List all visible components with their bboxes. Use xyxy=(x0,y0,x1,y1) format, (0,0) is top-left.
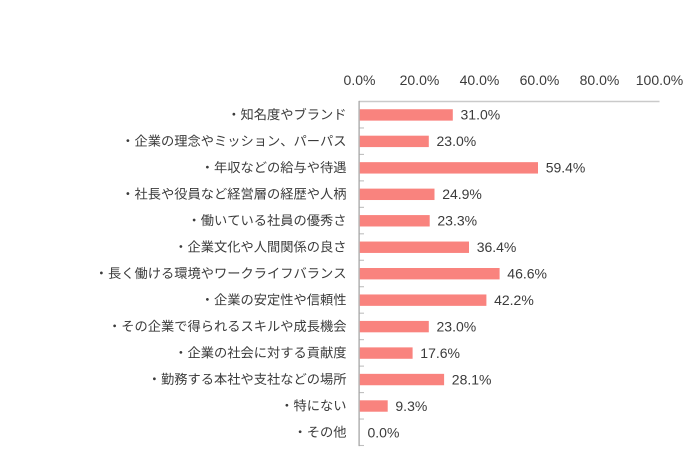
svg-text:0.0%: 0.0% xyxy=(368,424,400,440)
svg-text:40.0%: 40.0% xyxy=(460,72,500,88)
svg-text:59.4%: 59.4% xyxy=(546,160,586,176)
svg-text:17.6%: 17.6% xyxy=(420,345,460,361)
svg-text:23.0%: 23.0% xyxy=(437,318,477,334)
svg-text:36.4%: 36.4% xyxy=(477,239,517,255)
svg-text:80.0%: 80.0% xyxy=(580,72,620,88)
svg-text:60.0%: 60.0% xyxy=(520,72,560,88)
svg-text:9.3%: 9.3% xyxy=(395,398,427,414)
svg-text:23.3%: 23.3% xyxy=(437,213,477,229)
svg-text:46.6%: 46.6% xyxy=(507,266,547,282)
svg-text:42.2%: 42.2% xyxy=(494,292,534,308)
svg-text:23.0%: 23.0% xyxy=(437,133,477,149)
svg-text:100.0%: 100.0% xyxy=(636,72,683,88)
svg-text:24.9%: 24.9% xyxy=(442,186,482,202)
svg-text:20.0%: 20.0% xyxy=(400,72,440,88)
svg-text:28.1%: 28.1% xyxy=(452,371,492,387)
svg-text:31.0%: 31.0% xyxy=(461,107,501,123)
svg-text:0.0%: 0.0% xyxy=(344,72,376,88)
